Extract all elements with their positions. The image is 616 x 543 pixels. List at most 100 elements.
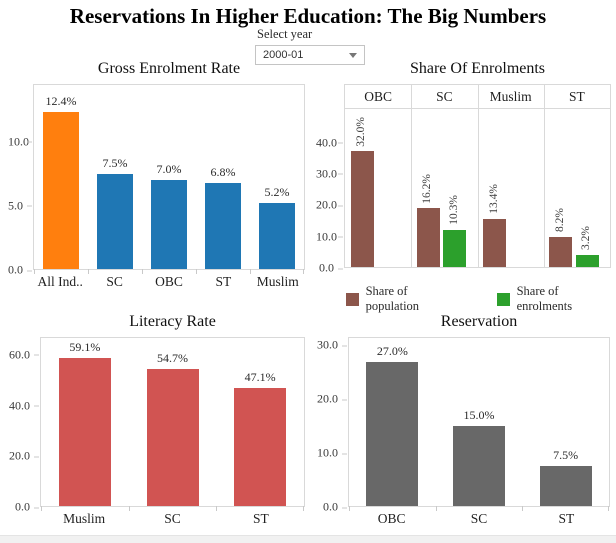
x-axis-label-st: ST (215, 274, 232, 289)
bar-st[interactable] (539, 466, 592, 506)
x-axis-tick (349, 506, 350, 511)
y-axis-tick-label: 10.0 (316, 230, 344, 243)
chart-title: Gross Enrolment Rate (97, 60, 241, 77)
x-axis-label-allind: All Ind.. (37, 274, 83, 289)
bar-st-shareofpopulation[interactable] (549, 237, 573, 267)
x-axis-label-st: ST (252, 511, 269, 526)
plot-area: 12.4% 7.5% 7.0% 6.8% 5.2% (33, 84, 305, 274)
legend-item-shareofpopulation[interactable]: Share of population (346, 284, 461, 314)
bar-value-label: 12.4% (45, 93, 77, 108)
y-axis-tick-label: 0.0 (8, 263, 33, 277)
bottom-scrollbar-track[interactable] (0, 535, 616, 543)
bar-value-label: 7.0% (156, 162, 182, 177)
bar-sc-shareofpopulation[interactable] (416, 208, 440, 267)
bar-value-label: 59.1% (69, 339, 101, 354)
chart-share-of-enrolments: Share Of Enrolments 0.0 10.0 20.0 30.0 40.0 … (316, 60, 614, 313)
bar-value-label: 27.0% (376, 344, 408, 358)
y-axis-tick-label: 5.0 (8, 199, 33, 212)
pane-divider (411, 85, 413, 267)
x-axis-label-obc: OBC (155, 274, 183, 289)
x-axis-tick (88, 269, 89, 274)
bar-value-label: 7.5% (553, 448, 579, 462)
bar-st-shareofenrolments[interactable] (575, 255, 599, 267)
year-select-dropdown[interactable]: 2000-01 (255, 45, 365, 65)
bar-value-label: 6.8% (210, 164, 236, 179)
x-axis-labels: Muslim SC ST (40, 511, 305, 529)
bar-sc-shareofenrolments[interactable] (443, 229, 467, 267)
x-axis-labels: All Ind.. SC OBC ST Muslim (33, 274, 305, 292)
x-axis-tick (34, 269, 35, 274)
dropdown-arrow-icon (349, 52, 357, 58)
bar-sc[interactable] (97, 173, 133, 269)
y-axis-tick-label: 60.0 (8, 348, 40, 361)
y-axis-tick-label: 10.0 (316, 446, 348, 460)
x-axis-label-muslim: Muslim (63, 511, 106, 526)
column-header-sc: SC (436, 89, 453, 104)
x-axis-tick (196, 269, 197, 274)
column-header-muslim: Muslim (489, 89, 532, 104)
bar-value-label: 32.0% (355, 116, 368, 147)
chart-gross-enrolment-rate: Gross Enrolment Rate 0.0 5.0 10.0 12.4% 7.5… (8, 60, 308, 300)
bar-value-label: 54.7% (157, 350, 188, 365)
x-axis-tick (216, 506, 218, 511)
y-axis-tick-label: 40.0 (8, 399, 40, 412)
y-axis-tick-label: 20.0 (8, 449, 40, 463)
bar-obc[interactable] (366, 362, 419, 506)
x-axis-tick (142, 269, 143, 274)
bar-value-label: 10.3% (447, 195, 460, 225)
legend-item-shareofenrolments[interactable]: Share of enrolments (497, 284, 614, 314)
pane-divider (477, 85, 479, 267)
year-select-value: 2000-01 (263, 49, 304, 61)
y-axis-tick-label: 0.0 (8, 500, 40, 514)
bar-sc[interactable] (453, 426, 505, 506)
y-axis: 0.0 20.0 40.0 60.0 (8, 337, 40, 513)
x-axis-tick (250, 269, 251, 274)
x-axis-label-obc: OBC (377, 511, 406, 526)
bar-value-label: 7.5% (102, 155, 128, 170)
bar-st[interactable] (205, 182, 241, 269)
y-axis-tick-label: 0.0 (316, 261, 344, 275)
y-axis: 0.0 10.0 20.0 30.0 40.0 (316, 107, 344, 274)
bar-allind[interactable] (43, 111, 79, 269)
x-axis-tick (128, 506, 130, 511)
chart-title: Reservation (440, 313, 518, 330)
y-axis: 0.0 5.0 10.0 (8, 84, 33, 276)
plot-area: 27.0% 15.0% 7.5% (348, 337, 610, 511)
x-axis-tick (435, 506, 437, 511)
bar-muslim[interactable] (259, 203, 295, 269)
chart-reservation: Reservation 0.0 10.0 20.0 30.0 27.0% 15.0% 7.… (316, 313, 614, 535)
bar-sc[interactable] (146, 368, 199, 506)
x-axis-label-sc: SC (106, 274, 123, 289)
y-axis-tick-label: 20.0 (316, 392, 348, 406)
y-axis-tick-label: 30.0 (316, 338, 348, 352)
x-axis-tick (303, 506, 304, 511)
bar-obc-shareofpopulation[interactable] (350, 151, 374, 267)
year-selector-label: Select year (257, 27, 313, 41)
year-selector: Select year 2000-01 (255, 27, 365, 65)
bar-value-label: 3.2% (580, 226, 593, 251)
column-header-obc: OBC (364, 89, 392, 104)
x-axis-tick (41, 506, 42, 511)
bar-muslim-shareofpopulation[interactable] (483, 218, 507, 267)
x-axis-labels: OBC SC ST (348, 511, 610, 529)
bar-muslim[interactable] (58, 357, 111, 506)
pane-divider (543, 85, 545, 267)
chart-literacy-rate: Literacy Rate 0.0 20.0 40.0 60.0 59.1% 54.7%… (8, 313, 308, 535)
bar-obc[interactable] (151, 180, 187, 269)
y-axis: 0.0 10.0 20.0 30.0 (316, 337, 348, 513)
legend-swatch (346, 292, 359, 306)
x-axis-label-sc: SC (164, 511, 181, 526)
legend: Share of population Share of enrolments (346, 284, 614, 313)
bar-value-label: 47.1% (244, 369, 276, 384)
x-axis-tick (522, 506, 524, 511)
bar-value-label: 13.4% (487, 183, 500, 214)
bar-value-label: 8.2% (553, 208, 566, 233)
x-axis-tick (303, 269, 304, 274)
bar-value-label: 16.2% (421, 173, 434, 204)
y-axis-tick-label: 20.0 (316, 198, 344, 212)
bar-st[interactable] (234, 387, 287, 506)
column-header-st: ST (568, 89, 585, 104)
bar-value-label: 15.0% (463, 408, 495, 422)
legend-label: Share of enrolments (516, 284, 573, 313)
